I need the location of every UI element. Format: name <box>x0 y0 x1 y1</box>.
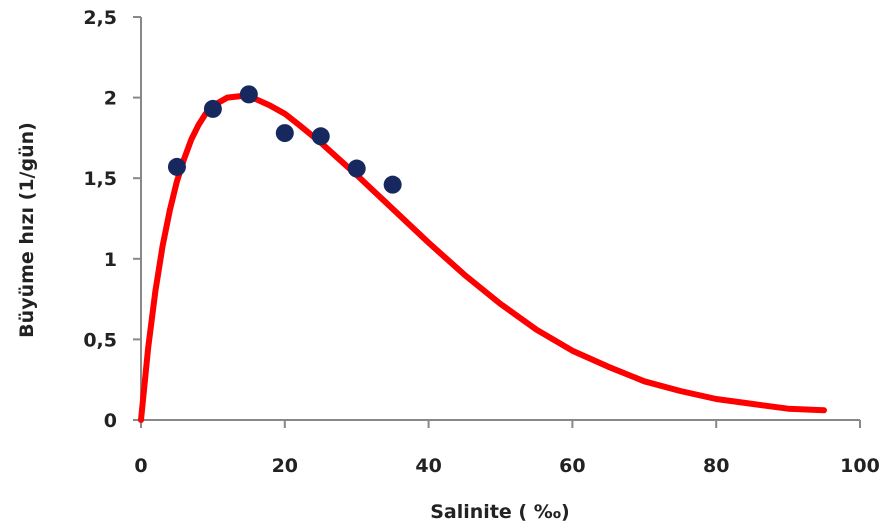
x-tick-label: 100 <box>840 455 880 477</box>
y-tick-label: 0,5 <box>83 329 117 351</box>
data-point <box>167 157 186 176</box>
data-point <box>203 99 222 118</box>
data-point <box>275 124 294 143</box>
axes <box>133 16 861 428</box>
x-tick-label: 80 <box>703 455 729 477</box>
data-point <box>383 175 402 194</box>
curve-layer <box>138 93 827 423</box>
y-tick-label: 0 <box>104 410 117 432</box>
y-tick-label: 1 <box>104 249 117 271</box>
x-tick-label: 60 <box>559 455 585 477</box>
points-layer <box>167 85 402 194</box>
data-point <box>347 159 366 178</box>
y-tick-label: 1,5 <box>83 168 117 190</box>
data-point <box>311 127 330 146</box>
x-tick-label: 0 <box>134 455 147 477</box>
x-axis-title: Salinite ( ‰) <box>430 501 570 523</box>
y-axis-title: Büyüme hızı (1/gün) <box>16 122 38 338</box>
fit-curve <box>138 93 827 423</box>
data-point <box>239 85 258 104</box>
y-tick-label: 2 <box>104 88 117 110</box>
y-tick-label: 2,5 <box>83 7 117 29</box>
x-tick-label: 20 <box>272 455 298 477</box>
x-tick-label: 40 <box>415 455 441 477</box>
labels-layer: 0 0,5 1 1,5 2 2,5 0 20 40 60 80 100 <box>83 7 880 477</box>
